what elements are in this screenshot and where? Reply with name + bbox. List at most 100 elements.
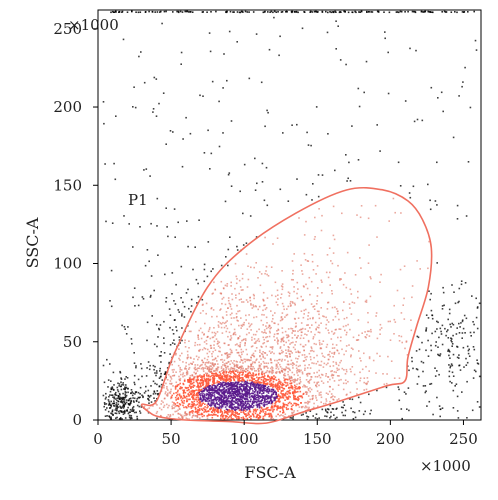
event-point bbox=[261, 408, 264, 411]
event-point bbox=[310, 378, 312, 381]
event-point bbox=[214, 363, 217, 366]
event-point bbox=[258, 389, 260, 391]
event-point bbox=[306, 367, 309, 369]
x-axis-label: FSC-A bbox=[244, 463, 296, 482]
event-point bbox=[273, 391, 276, 393]
event-point bbox=[244, 344, 246, 347]
event-point bbox=[237, 394, 240, 396]
event-point bbox=[204, 409, 207, 411]
event-point bbox=[131, 408, 134, 411]
event-point bbox=[346, 393, 348, 396]
event-point bbox=[272, 393, 275, 395]
event-point bbox=[210, 387, 212, 390]
event-point bbox=[104, 415, 107, 417]
event-point bbox=[156, 11, 159, 13]
event-point bbox=[125, 376, 127, 378]
event-point bbox=[452, 334, 454, 337]
event-point bbox=[287, 360, 289, 363]
event-point bbox=[302, 337, 305, 339]
event-point bbox=[263, 404, 266, 406]
event-point bbox=[290, 327, 292, 330]
event-point bbox=[449, 366, 451, 369]
event-point bbox=[255, 389, 257, 391]
event-point bbox=[353, 373, 356, 376]
event-point bbox=[242, 212, 244, 215]
event-point bbox=[476, 307, 479, 309]
event-point bbox=[210, 11, 212, 13]
event-point bbox=[279, 382, 281, 384]
event-point bbox=[441, 407, 444, 409]
event-point bbox=[398, 340, 401, 342]
event-point bbox=[410, 319, 412, 321]
event-point bbox=[106, 407, 108, 409]
event-point bbox=[451, 371, 454, 374]
event-point bbox=[320, 391, 322, 394]
event-point bbox=[187, 354, 189, 356]
event-point bbox=[167, 389, 169, 391]
event-point bbox=[270, 394, 273, 397]
event-point bbox=[337, 336, 339, 339]
event-point bbox=[182, 361, 184, 363]
event-point bbox=[219, 402, 222, 404]
event-point bbox=[317, 405, 319, 407]
event-point bbox=[379, 328, 381, 331]
event-point bbox=[241, 273, 244, 275]
event-point bbox=[307, 389, 310, 392]
event-point bbox=[128, 403, 130, 405]
event-point bbox=[213, 404, 216, 407]
event-point bbox=[259, 365, 262, 367]
event-point bbox=[207, 348, 209, 351]
event-point bbox=[306, 287, 309, 290]
event-point bbox=[220, 365, 223, 368]
event-point bbox=[228, 172, 231, 174]
event-point bbox=[274, 384, 276, 386]
event-point bbox=[234, 333, 237, 336]
event-point bbox=[259, 395, 261, 398]
event-point bbox=[465, 364, 468, 366]
event-point bbox=[264, 272, 266, 275]
event-point bbox=[258, 417, 261, 419]
event-point bbox=[306, 415, 308, 418]
event-point bbox=[314, 236, 316, 238]
event-point bbox=[127, 391, 129, 394]
event-point bbox=[224, 382, 226, 384]
event-point bbox=[245, 383, 248, 386]
event-point bbox=[202, 367, 205, 369]
event-point bbox=[198, 390, 200, 393]
event-point bbox=[169, 314, 172, 316]
event-point bbox=[212, 309, 215, 311]
event-point bbox=[247, 375, 249, 377]
event-point bbox=[190, 357, 192, 359]
event-point bbox=[359, 379, 361, 382]
event-point bbox=[256, 358, 258, 361]
event-point bbox=[128, 414, 131, 417]
event-point bbox=[139, 11, 142, 13]
event-point bbox=[393, 304, 395, 307]
event-point bbox=[262, 415, 265, 418]
event-point bbox=[178, 403, 181, 405]
event-point bbox=[263, 389, 265, 392]
event-point bbox=[465, 215, 468, 217]
event-point bbox=[127, 388, 129, 390]
event-point bbox=[172, 404, 175, 406]
event-point bbox=[429, 383, 431, 385]
event-point bbox=[198, 413, 201, 416]
event-point bbox=[288, 401, 291, 404]
event-point bbox=[102, 101, 105, 103]
event-point bbox=[316, 383, 318, 385]
event-point bbox=[174, 404, 176, 406]
event-point bbox=[270, 412, 272, 415]
event-point bbox=[438, 354, 440, 357]
event-point bbox=[184, 411, 186, 414]
event-point bbox=[450, 363, 453, 365]
event-point bbox=[308, 276, 311, 279]
event-point bbox=[196, 400, 199, 403]
event-point bbox=[393, 318, 396, 321]
event-point bbox=[230, 349, 233, 352]
event-point bbox=[222, 418, 224, 420]
event-point bbox=[282, 412, 284, 414]
event-point bbox=[256, 339, 259, 342]
event-point bbox=[287, 334, 289, 336]
event-point bbox=[208, 385, 211, 387]
event-point bbox=[376, 389, 378, 392]
